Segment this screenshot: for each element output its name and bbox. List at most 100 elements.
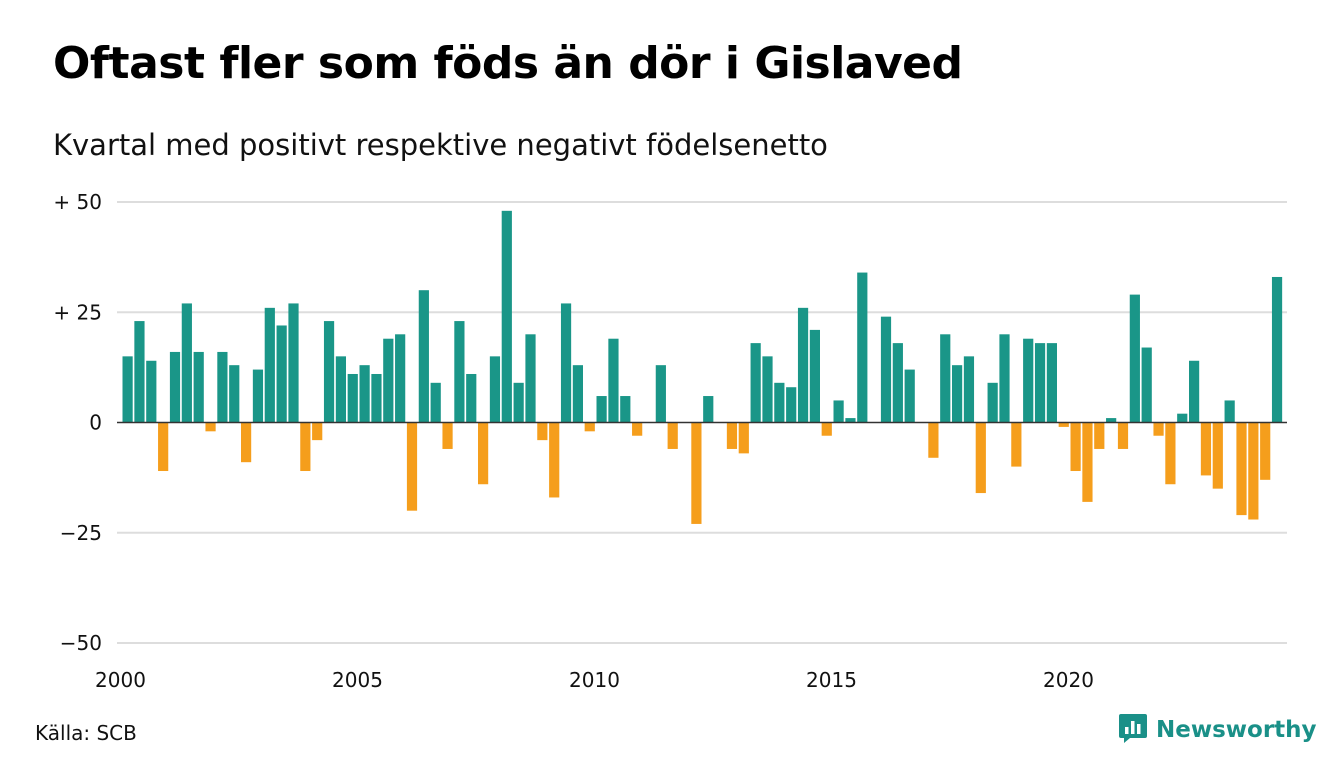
bar — [1058, 422, 1069, 427]
bar — [146, 360, 157, 423]
chart-title: Oftast fler som föds än dör i Gislaved — [53, 38, 963, 89]
bar — [703, 396, 714, 423]
bar — [1117, 422, 1129, 449]
bar — [501, 210, 512, 423]
bar — [395, 334, 406, 423]
bar — [1224, 400, 1235, 423]
bar — [466, 373, 477, 423]
bar — [371, 373, 382, 423]
brand-logo[interactable]: Newsworthy — [1118, 712, 1317, 748]
bar — [1212, 422, 1223, 489]
x-tick-label: 2005 — [332, 668, 383, 692]
bar — [1141, 347, 1152, 423]
bar — [880, 316, 892, 423]
bar — [300, 422, 311, 472]
bar — [1165, 422, 1176, 485]
bar — [489, 356, 501, 423]
bar — [312, 422, 323, 441]
bar — [335, 356, 346, 423]
bar — [229, 365, 240, 423]
bar — [833, 400, 844, 423]
x-axis-labels: 2000 2005 2010 2015 2020 — [95, 668, 1094, 692]
y-tick-label: −25 — [60, 521, 102, 545]
bar — [620, 396, 631, 423]
bar — [904, 369, 915, 423]
bar — [418, 290, 429, 423]
bar — [454, 321, 465, 423]
bar — [1046, 343, 1057, 423]
bar — [359, 365, 370, 423]
y-tick-label: + 50 — [53, 190, 102, 214]
bar — [513, 382, 524, 423]
bar — [797, 307, 809, 423]
bar — [572, 365, 583, 423]
bar — [264, 307, 275, 423]
x-tick-label: 2020 — [1043, 668, 1094, 692]
gridlines — [117, 201, 1287, 644]
bar — [430, 382, 441, 423]
bar — [940, 334, 951, 423]
bar — [383, 338, 394, 423]
bar — [158, 422, 169, 472]
bar — [632, 422, 643, 436]
bar — [181, 303, 192, 423]
bar — [549, 422, 560, 498]
bar — [478, 422, 489, 485]
source-note: Källa: SCB — [35, 721, 137, 745]
x-tick-label: 2000 — [95, 668, 146, 692]
bar — [762, 356, 773, 423]
bar — [1011, 422, 1022, 467]
bar — [608, 338, 619, 423]
bar — [241, 422, 252, 463]
bar — [750, 343, 761, 423]
bar — [1248, 422, 1259, 520]
bar — [952, 365, 963, 423]
bar — [252, 369, 264, 423]
bar — [347, 373, 358, 423]
y-tick-label: −50 — [60, 631, 102, 655]
bar — [323, 321, 335, 423]
bar — [691, 422, 702, 524]
bar — [525, 334, 536, 423]
bar — [276, 325, 287, 423]
bar — [928, 422, 939, 458]
bar — [560, 303, 572, 423]
bar — [537, 422, 548, 441]
bar — [442, 422, 453, 449]
bar — [726, 422, 738, 449]
bar — [1106, 418, 1117, 423]
bar — [786, 387, 797, 423]
bar — [217, 351, 228, 423]
x-tick-label: 2010 — [569, 668, 620, 692]
newsworthy-logo-icon — [1118, 712, 1148, 748]
bar — [738, 422, 749, 454]
bar — [1070, 422, 1081, 472]
brand-name: Newsworthy — [1156, 717, 1317, 743]
bar — [193, 351, 204, 423]
bar — [1082, 422, 1093, 502]
x-tick-label: 2015 — [806, 668, 857, 692]
bar — [584, 422, 595, 432]
y-tick-label: + 25 — [53, 300, 102, 324]
bar — [667, 422, 678, 449]
bar — [122, 356, 133, 423]
bar — [809, 329, 820, 423]
bar — [963, 356, 975, 423]
bar-chart: + 50 + 25 0 −25 −50 2000 2005 2010 2015 2020 — [53, 190, 1287, 692]
bar — [774, 382, 785, 423]
bar — [1094, 422, 1105, 449]
bar — [134, 321, 145, 423]
chart-subtitle: Kvartal med positivt respektive negativt… — [53, 128, 828, 162]
bar — [1260, 422, 1271, 480]
bar — [1271, 276, 1283, 423]
bar — [1236, 422, 1247, 516]
bar — [987, 382, 998, 423]
bar — [857, 272, 868, 423]
bar — [1177, 413, 1188, 423]
bar — [892, 343, 903, 423]
y-tick-label: 0 — [89, 411, 102, 435]
bar — [655, 365, 666, 423]
bar — [1034, 343, 1046, 423]
bar — [975, 422, 986, 494]
bar — [1023, 338, 1034, 423]
